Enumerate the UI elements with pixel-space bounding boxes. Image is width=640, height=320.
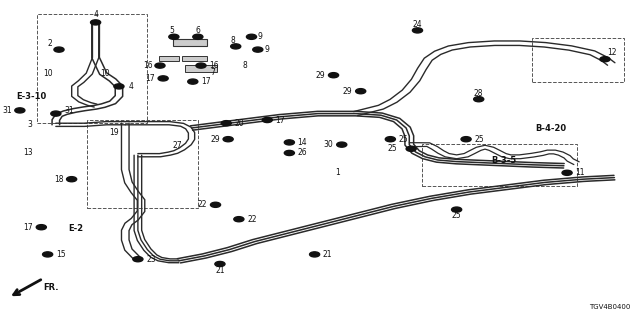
Bar	[185, 65, 217, 72]
Text: 8: 8	[230, 36, 235, 44]
Circle shape	[328, 73, 339, 78]
Text: 21: 21	[215, 266, 225, 275]
Circle shape	[310, 252, 319, 257]
Circle shape	[133, 257, 143, 262]
Circle shape	[54, 47, 64, 52]
Text: 3: 3	[28, 120, 33, 129]
Circle shape	[43, 252, 52, 257]
Circle shape	[51, 111, 61, 116]
Text: 20: 20	[234, 119, 244, 128]
Text: 17: 17	[201, 77, 211, 86]
Circle shape	[337, 142, 347, 147]
Text: 24: 24	[413, 20, 422, 28]
Text: B-4-20: B-4-20	[536, 124, 566, 132]
Text: 25: 25	[474, 135, 484, 144]
Text: FR.: FR.	[44, 284, 59, 292]
Circle shape	[90, 20, 100, 25]
Circle shape	[193, 34, 203, 39]
Circle shape	[221, 121, 231, 126]
Circle shape	[284, 140, 294, 145]
Bar	[422, 144, 577, 186]
Text: 7: 7	[211, 68, 215, 76]
Circle shape	[600, 57, 610, 62]
Text: B-3-5: B-3-5	[492, 156, 516, 164]
Circle shape	[158, 76, 168, 81]
Circle shape	[246, 34, 257, 39]
Circle shape	[169, 34, 179, 39]
Circle shape	[114, 84, 124, 89]
Text: 11: 11	[575, 168, 585, 177]
Circle shape	[223, 137, 233, 142]
Text: 5: 5	[169, 26, 174, 35]
Bar	[182, 56, 207, 61]
Text: E-2: E-2	[68, 224, 84, 233]
Text: 31: 31	[64, 106, 74, 115]
Circle shape	[188, 79, 198, 84]
Text: 15: 15	[56, 250, 65, 259]
Text: 9: 9	[264, 45, 269, 54]
Circle shape	[461, 137, 471, 142]
Text: TGV4B0400: TGV4B0400	[589, 304, 630, 310]
Circle shape	[196, 63, 206, 68]
Circle shape	[474, 97, 484, 102]
Text: 29: 29	[211, 135, 220, 144]
Text: 26: 26	[298, 148, 307, 157]
Text: 30: 30	[324, 140, 333, 149]
Text: 4: 4	[93, 10, 98, 19]
Circle shape	[452, 207, 461, 212]
Text: E-3-10: E-3-10	[16, 92, 46, 100]
Text: 25: 25	[399, 135, 408, 144]
Text: 29: 29	[343, 87, 353, 96]
Circle shape	[262, 117, 273, 123]
Bar	[159, 56, 179, 61]
Text: 4: 4	[129, 82, 133, 91]
Text: 17: 17	[23, 223, 33, 232]
Circle shape	[356, 89, 365, 94]
Circle shape	[284, 150, 294, 156]
Text: 6: 6	[195, 26, 200, 35]
Text: 13: 13	[23, 148, 33, 156]
Text: 2: 2	[48, 39, 52, 48]
Circle shape	[36, 225, 46, 230]
Text: 10: 10	[100, 69, 109, 78]
Circle shape	[385, 137, 396, 142]
Text: 25: 25	[387, 144, 397, 153]
Text: 22: 22	[198, 200, 207, 209]
Circle shape	[253, 47, 263, 52]
Circle shape	[155, 63, 165, 68]
Circle shape	[230, 44, 241, 49]
Text: 14: 14	[298, 138, 307, 147]
Circle shape	[562, 170, 572, 175]
Text: 1: 1	[335, 168, 340, 177]
Bar	[37, 14, 147, 123]
Bar	[88, 120, 198, 208]
Text: 29: 29	[316, 71, 325, 80]
Bar	[173, 39, 207, 46]
Circle shape	[15, 108, 25, 113]
Text: 19: 19	[109, 128, 119, 137]
Text: 17: 17	[275, 116, 284, 124]
Text: 16: 16	[143, 61, 152, 70]
Circle shape	[215, 261, 225, 267]
Circle shape	[412, 28, 422, 33]
Text: 23: 23	[146, 255, 156, 264]
Text: 10: 10	[43, 69, 52, 78]
Text: 28: 28	[474, 89, 483, 98]
Text: 9: 9	[258, 32, 262, 41]
Text: 12: 12	[607, 48, 616, 57]
Circle shape	[211, 202, 221, 207]
Circle shape	[406, 146, 416, 151]
Text: 31: 31	[2, 106, 12, 115]
Circle shape	[67, 177, 77, 182]
Text: 21: 21	[323, 250, 332, 259]
Circle shape	[234, 217, 244, 222]
Text: 16: 16	[209, 61, 219, 70]
Text: 22: 22	[247, 215, 257, 224]
Text: 27: 27	[172, 141, 182, 150]
Bar	[532, 38, 624, 82]
Text: 17: 17	[145, 74, 155, 83]
Text: 25: 25	[452, 212, 461, 220]
Text: 18: 18	[54, 175, 63, 184]
Text: 8: 8	[242, 61, 247, 70]
